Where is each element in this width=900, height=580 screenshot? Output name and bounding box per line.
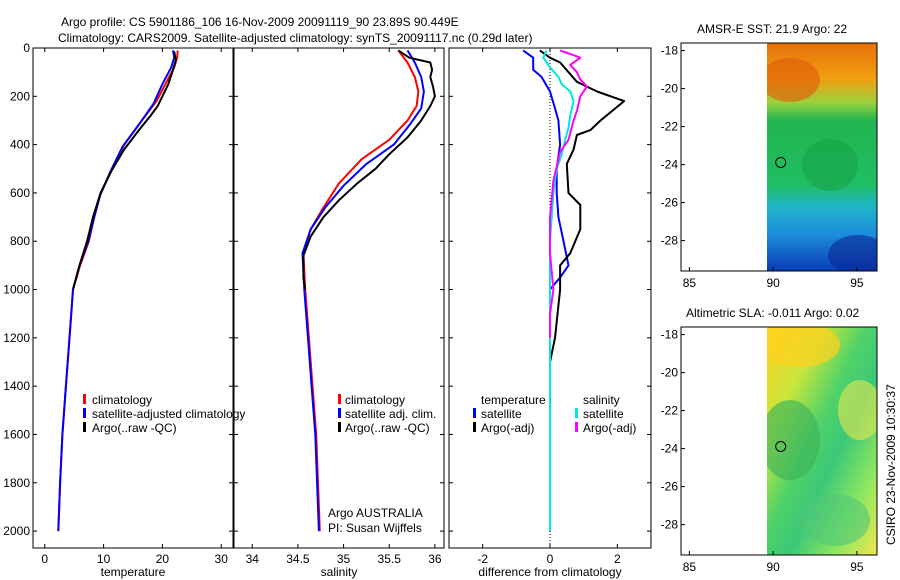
legend-label: Argo(-adj) (583, 421, 636, 435)
legend-label: satellite adj. clim. (345, 407, 436, 421)
temperature-legend: climatology satellite-adjusted climatolo… (83, 393, 245, 435)
pi-annotation: PI: Susan Wijffels (328, 521, 422, 535)
y-tick-label: 1800 (3, 476, 30, 490)
difference-x-axis-label: difference from climatology (478, 565, 621, 579)
sla-map: Altimetric SLA: -0.011 Argo: 0.02 85 90 95… (661, 306, 882, 574)
salinity-series-argo-raw-qc- (303, 50, 435, 289)
map-y-tick-label: -24 (661, 158, 679, 172)
legend-label: climatology (345, 393, 405, 407)
x-tick-label: 2 (614, 552, 621, 566)
legend-header-temperature: temperature (481, 393, 546, 407)
legend-swatch-satellite (83, 408, 86, 418)
sst-map: AMSR-E SST: 21.9 Argo: 22 85 90 95 -18 -20 -2… (661, 22, 888, 290)
legend-label: climatology (92, 393, 152, 407)
legend-label: satellite-adjusted climatology (92, 407, 245, 421)
map-y-tick-label: -22 (661, 404, 679, 418)
y-tick-label: 800 (10, 234, 30, 248)
sla-low-patch-2 (800, 494, 870, 546)
legend-swatch-sal-satellite (575, 408, 578, 418)
map-x-tick-label: 90 (766, 276, 780, 290)
x-tick-label: 30 (215, 552, 229, 566)
x-tick-label: 0 (41, 552, 48, 566)
sst-map-title: AMSR-E SST: 21.9 Argo: 22 (697, 22, 847, 36)
csiro-timestamp: CSIRO 23-Nov-2009 10:30:37 (884, 384, 898, 545)
x-tick-label: -2 (477, 552, 488, 566)
map-x-tick-label: 85 (683, 276, 697, 290)
sla-low-patch (760, 400, 820, 480)
y-tick-label: 1400 (3, 379, 30, 393)
legend-swatch-satellite (338, 408, 341, 418)
temperature-x-axis-label: temperature (101, 565, 166, 579)
y-tick-label: 200 (10, 89, 30, 103)
x-tick-label: 36 (428, 552, 442, 566)
map-y-tick-label: -24 (661, 442, 679, 456)
legend-swatch-argo (83, 422, 86, 432)
y-tick-label: 400 (10, 138, 30, 152)
salinity-panel: 34 34.5 35 35.5 36 salinity (234, 48, 444, 579)
map-y-tick-label: -20 (661, 82, 679, 96)
map-y-tick-label: -22 (661, 120, 679, 134)
legend-swatch-temp-argo (473, 422, 476, 432)
legend-swatch-sal-argo (575, 422, 578, 432)
x-tick-label: 0 (547, 552, 554, 566)
x-tick-label: 20 (156, 552, 170, 566)
salinity-axes-frame (234, 48, 444, 548)
y-tick-label: 1200 (3, 331, 30, 345)
legend-swatch-argo (338, 422, 341, 432)
legend-swatch-climatology (83, 394, 86, 404)
y-tick-label: 1000 (3, 283, 30, 297)
sst-cold-patch (828, 235, 888, 275)
title-line-2: Climatology: CARS2009. Satellite-adjuste… (58, 31, 532, 45)
salinity-legend: climatology satellite adj. clim. Argo(..… (328, 393, 436, 535)
difference-legend: temperature salinity satellite Argo(-adj… (473, 393, 636, 435)
legend-swatch-climatology (338, 394, 341, 404)
x-tick-label: 35.5 (378, 552, 402, 566)
map-x-tick-label: 90 (766, 560, 780, 574)
x-tick-label: 10 (97, 552, 111, 566)
temperature-panel: 0 10 20 30 temperature 0 200 400 600 800 1000 1200 1… (3, 41, 233, 579)
map-y-tick-label: -20 (661, 366, 679, 380)
title-line-1: Argo profile: CS 5901186_106 16-Nov-2009… (61, 15, 459, 29)
y-tick-label: 600 (10, 186, 30, 200)
y-tick-label: 1600 (3, 427, 30, 441)
map-y-tick-label: -18 (661, 328, 679, 342)
difference-series-temperature-satellite (523, 50, 568, 531)
x-tick-label: 34.5 (286, 552, 310, 566)
sla-high-patch (760, 323, 840, 367)
map-y-tick-label: -26 (661, 480, 679, 494)
map-x-tick-label: 85 (683, 560, 697, 574)
map-y-tick-label: -26 (661, 196, 679, 210)
salinity-series-climatology (303, 50, 418, 531)
platform-annotation: Argo AUSTRALIA (328, 506, 423, 520)
y-tick-label: 0 (23, 41, 30, 55)
legend-label: Argo(-adj) (481, 421, 534, 435)
figure: Argo profile: CS 5901186_106 16-Nov-2009… (0, 0, 900, 580)
legend-swatch-temp-satellite (473, 408, 476, 418)
map-y-tick-label: -28 (661, 518, 679, 532)
salinity-x-axis-label: salinity (321, 565, 358, 579)
legend-label: Argo(..raw -QC) (345, 421, 430, 435)
x-tick-label: 35 (337, 552, 351, 566)
map-y-tick-label: -28 (661, 234, 679, 248)
sst-warm-patch (760, 58, 820, 102)
sla-mid-patch (838, 380, 882, 440)
legend-label: satellite (481, 407, 522, 421)
sst-cool-patch (802, 139, 858, 191)
temperature-series-satellite-adjusted-climatology (58, 50, 174, 531)
legend-header-salinity: salinity (583, 393, 620, 407)
sla-map-title: Altimetric SLA: -0.011 Argo: 0.02 (686, 306, 860, 320)
temperature-axes-frame (33, 48, 233, 548)
y-tick-label: 2000 (3, 524, 30, 538)
legend-label: satellite (583, 407, 624, 421)
x-tick-label: 34 (246, 552, 260, 566)
legend-label: Argo(..raw -QC) (92, 421, 177, 435)
map-x-tick-label: 95 (850, 276, 864, 290)
map-y-tick-label: -18 (661, 44, 679, 58)
temperature-series-climatology (58, 50, 177, 531)
map-x-tick-label: 95 (850, 560, 864, 574)
